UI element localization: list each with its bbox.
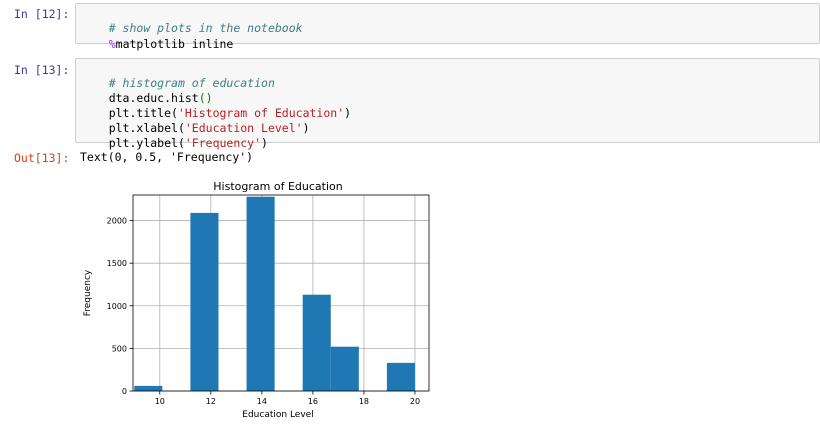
y-axis-ticks: 0 500 1000 1500 2000 xyxy=(107,217,133,396)
code-paren: () xyxy=(198,91,213,105)
code-text: ) xyxy=(302,121,310,135)
chart-grid xyxy=(133,195,429,392)
y-tick-label: 2000 xyxy=(107,217,127,226)
histogram-bar xyxy=(386,362,415,391)
output-prompt: Out[13]: xyxy=(14,151,70,165)
magic-symbol: % xyxy=(108,37,116,51)
cell-12-prompt: In [12]: xyxy=(14,7,70,21)
x-axis-ticks: 10 12 14 16 18 20 xyxy=(155,391,420,406)
code-text: dta.educ.hist xyxy=(108,91,199,105)
y-axis-label: Frequency xyxy=(83,269,93,316)
code-line: # show plots in the notebook xyxy=(81,7,303,49)
code-string: 'Education Level' xyxy=(184,121,303,135)
chart-title: Histogram of Education xyxy=(213,180,342,193)
histogram-bar xyxy=(190,212,219,391)
code-text: ) xyxy=(344,106,352,120)
x-tick-label: 20 xyxy=(410,397,420,406)
x-tick-label: 12 xyxy=(206,397,216,406)
x-tick-label: 16 xyxy=(308,397,318,406)
histogram-bar xyxy=(134,385,163,391)
x-axis-label: Education Level xyxy=(242,410,313,420)
cell-13-prompt: In [13]: xyxy=(14,63,70,77)
chart-bars xyxy=(134,196,415,391)
y-tick-label: 0 xyxy=(122,387,127,396)
y-tick-label: 500 xyxy=(112,344,127,353)
code-line: plt.xlabel('Education Level') xyxy=(81,107,310,149)
x-tick-label: 18 xyxy=(359,397,369,406)
output-text: Text(0, 0.5, 'Frequency') xyxy=(80,150,254,164)
code-string: 'Frequency' xyxy=(184,136,262,150)
y-tick-label: 1500 xyxy=(107,259,127,268)
code-comment: # show plots in the notebook xyxy=(108,21,303,35)
code-text: plt.title( xyxy=(108,106,178,120)
magic-command: matplotlib inline xyxy=(115,37,234,51)
code-comment: # histogram of education xyxy=(108,76,275,90)
histogram-bar xyxy=(246,196,275,391)
code-text: plt.xlabel( xyxy=(108,121,185,135)
histogram-chart: Histogram of Education 10 12 14 16 18 20 0 500… xyxy=(83,180,430,420)
x-tick-label: 10 xyxy=(155,397,165,406)
plot-frame xyxy=(132,194,430,392)
code-line: plt.ylabel('Frequency') xyxy=(81,122,268,164)
code-string: 'Histogram of Education' xyxy=(177,106,345,120)
histogram-bar xyxy=(302,294,331,391)
y-tick-label: 1000 xyxy=(107,302,127,311)
x-tick-label: 14 xyxy=(257,397,267,406)
cell-12-input[interactable]: # show plots in the notebook %matplotlib… xyxy=(75,3,820,51)
code-text: plt.ylabel( xyxy=(108,136,185,150)
code-line: dta.educ.hist() xyxy=(81,77,213,119)
code-line: plt.title('Histogram of Education') xyxy=(81,92,351,134)
cell-13-input[interactable]: # histogram of education dta.educ.hist()… xyxy=(75,58,820,150)
code-line: # histogram of education xyxy=(81,62,275,104)
code-line: %matplotlib inline xyxy=(81,23,234,65)
code-text: ) xyxy=(261,136,268,150)
histogram-bar xyxy=(330,346,359,391)
